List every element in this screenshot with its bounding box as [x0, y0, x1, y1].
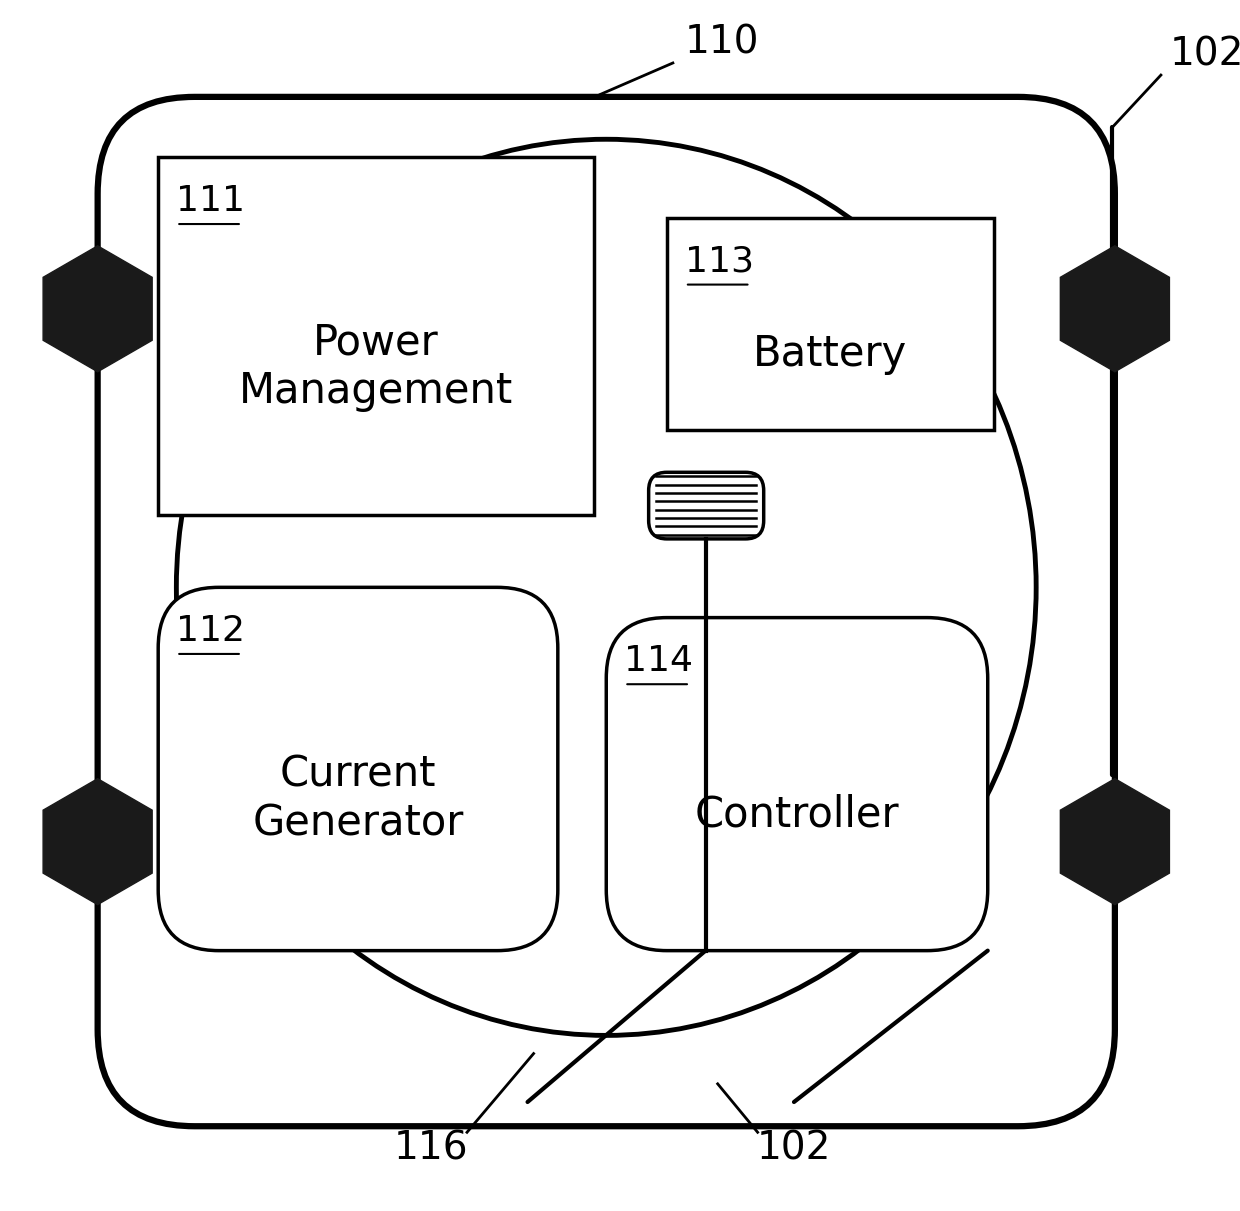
FancyBboxPatch shape — [98, 97, 1115, 1126]
FancyBboxPatch shape — [159, 587, 558, 951]
FancyBboxPatch shape — [159, 157, 594, 515]
Text: 102: 102 — [1169, 35, 1240, 74]
Text: Power
Management: Power Management — [239, 321, 513, 412]
FancyBboxPatch shape — [606, 618, 988, 951]
Text: 110: 110 — [684, 23, 759, 62]
Text: 116: 116 — [393, 1129, 467, 1167]
FancyBboxPatch shape — [667, 218, 993, 430]
FancyBboxPatch shape — [649, 472, 764, 539]
Text: 112: 112 — [176, 614, 246, 648]
Text: Controller: Controller — [694, 793, 899, 836]
Text: 114: 114 — [625, 644, 693, 678]
Text: Battery: Battery — [753, 333, 908, 375]
Ellipse shape — [176, 139, 1037, 1035]
Text: Current
Generator: Current Generator — [252, 754, 464, 844]
Text: 113: 113 — [684, 245, 754, 279]
Text: 102: 102 — [756, 1129, 831, 1167]
Text: 111: 111 — [176, 184, 246, 218]
